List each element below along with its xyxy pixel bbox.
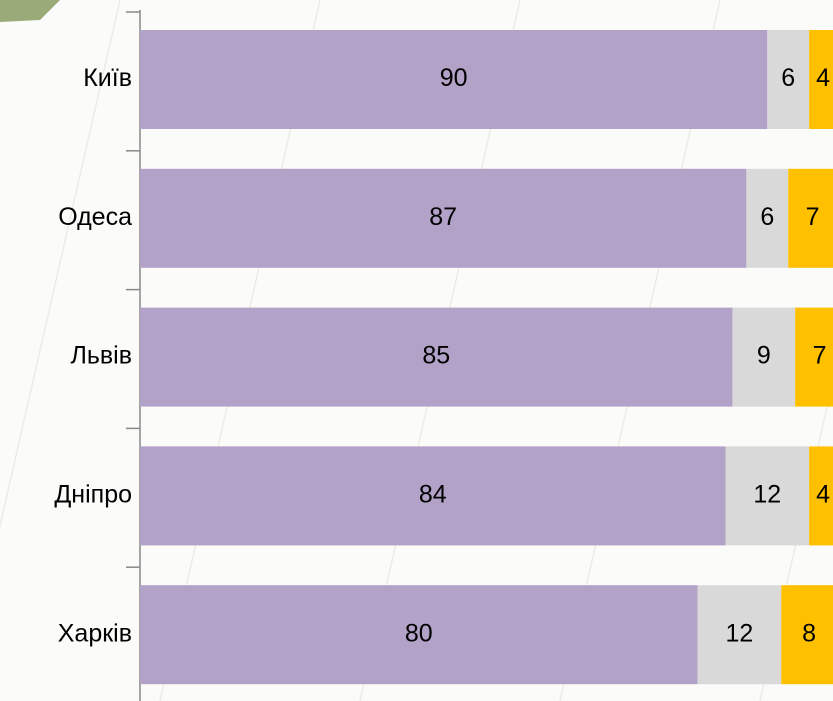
data-label: 12 xyxy=(726,619,754,647)
corner-decoration xyxy=(0,0,60,22)
y-tick-label: Львів xyxy=(70,342,132,370)
y-tick-label: Дніпро xyxy=(54,481,132,509)
bar-segment xyxy=(697,585,782,685)
data-label: 90 xyxy=(440,64,468,92)
bar-segment xyxy=(725,446,810,546)
data-label: 85 xyxy=(422,342,450,370)
data-label: 7 xyxy=(806,203,820,231)
data-label: 80 xyxy=(405,619,433,647)
bar-segment xyxy=(788,168,833,268)
bar-segment xyxy=(809,30,833,129)
data-label: 87 xyxy=(429,203,457,231)
data-label: 6 xyxy=(760,203,774,231)
data-label: 6 xyxy=(781,64,795,92)
y-tick-label: Одеса xyxy=(58,203,132,231)
bar-segment xyxy=(732,307,796,407)
bar-segment xyxy=(140,446,726,546)
bar-segment xyxy=(746,168,789,268)
bar-segment xyxy=(795,307,833,407)
y-tick-label: Харків xyxy=(58,619,132,647)
bar-segment xyxy=(140,30,768,129)
bar-segment xyxy=(140,307,733,407)
data-label: 9 xyxy=(757,342,771,370)
bar-segment xyxy=(140,168,747,268)
bar-segment xyxy=(809,446,833,546)
bar-segment xyxy=(767,30,810,129)
data-label: 84 xyxy=(419,481,447,509)
data-label: 8 xyxy=(802,619,816,647)
data-label: 4 xyxy=(816,64,830,92)
bar-segment xyxy=(781,585,833,685)
data-label: 12 xyxy=(753,481,781,509)
data-label: 7 xyxy=(813,342,827,370)
data-label: 4 xyxy=(816,481,830,509)
y-tick-label: Київ xyxy=(83,64,132,92)
bar-segment xyxy=(140,585,698,685)
